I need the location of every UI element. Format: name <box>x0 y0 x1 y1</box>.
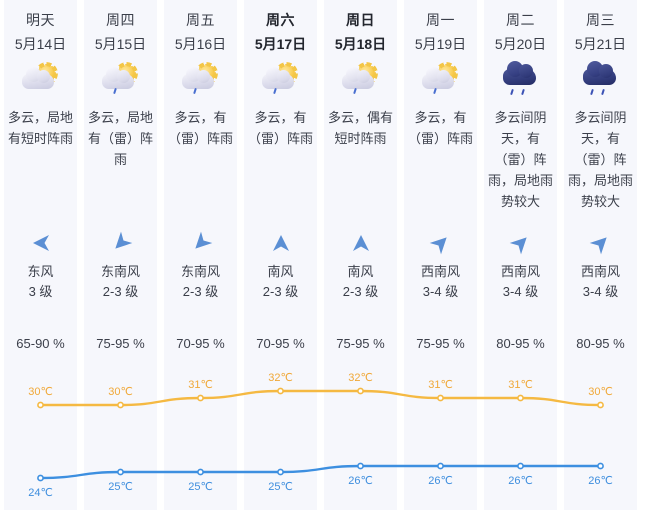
wind-block: 东南风 2-3 级 <box>84 231 157 302</box>
weather-condition: 多云，局地有短时阵雨 <box>7 110 73 146</box>
cloud-shape <box>261 67 294 89</box>
wind-force: 2-3 级 <box>102 284 139 299</box>
wind-direction: 西南风 <box>420 264 460 279</box>
wind-block: 东南风 2-3 级 <box>164 231 237 302</box>
wind-block: 西南风 3-4 级 <box>484 232 557 302</box>
sun-cloud-rain-icon <box>178 64 224 102</box>
day-date: 5月19日 <box>414 36 467 52</box>
wind-block: 东风 3 级 <box>4 232 77 302</box>
day-column[interactable]: 周三 5月21日多云间阴天，有（雷）阵雨，局地雨势较大西南风 3-4 级 80-95 … <box>564 0 637 510</box>
cloud-shape <box>181 67 214 89</box>
sun-cloud-icon <box>18 64 64 102</box>
weather-condition: 多云，有（雷）阵雨 <box>167 110 233 146</box>
day-column[interactable]: 周六 5月17日多云，有（雷）阵雨南风 2-3 级 70-95 % <box>244 0 317 510</box>
sun-cloud-rain-icon <box>98 64 144 102</box>
sun-cloud-rain-icon <box>258 64 304 102</box>
arrow-northeast-icon <box>428 232 454 255</box>
wind-force: 3-4 级 <box>502 284 539 299</box>
humidity-value: 75-95 % <box>336 336 385 351</box>
day-weekday: 周二 <box>506 12 535 28</box>
raindrop-shape <box>589 88 594 96</box>
day-weekday: 周六 <box>266 12 295 28</box>
cloud-shape <box>502 61 536 85</box>
humidity-value: 80-95 % <box>496 336 545 351</box>
arrow-west-icon <box>28 232 54 254</box>
day-weekday: 明天 <box>26 12 55 28</box>
wind-direction: 南风 <box>347 264 374 279</box>
day-column[interactable]: 周二 5月20日多云间阴天，有（雷）阵雨，局地雨势较大西南风 3-4 级 80-95 … <box>484 0 557 510</box>
wind-direction: 东风 <box>27 264 54 279</box>
day-weekday: 周三 <box>586 12 615 28</box>
wind-direction: 东南风 <box>180 264 220 279</box>
wind-direction: 西南风 <box>500 264 540 279</box>
day-date: 5月18日 <box>334 36 387 52</box>
day-date: 5月16日 <box>174 36 227 52</box>
wind-force: 2-3 级 <box>182 284 219 299</box>
day-date: 5月15日 <box>94 36 147 52</box>
weather-condition: 多云，有（雷）阵雨 <box>247 110 313 146</box>
weather-condition: 多云间阴天，有（雷）阵雨，局地雨势较大 <box>487 110 553 209</box>
wind-direction: 西南风 <box>580 264 620 279</box>
wind-force: 3 级 <box>28 284 53 299</box>
weather-condition: 多云间阴天，有（雷）阵雨，局地雨势较大 <box>567 110 633 209</box>
arrow-north-icon <box>268 232 294 254</box>
wind-block: 南风 2-3 级 <box>324 232 397 302</box>
day-weekday: 周四 <box>106 12 135 28</box>
day-weekday: 周日 <box>346 12 375 28</box>
day-date: 5月20日 <box>494 36 547 52</box>
wind-force: 3-4 级 <box>422 284 459 299</box>
cloud-shape <box>421 67 454 89</box>
day-weekday: 周一 <box>426 12 455 28</box>
wind-force: 3-4 级 <box>582 284 619 299</box>
wind-block: 西南风 3-4 级 <box>564 232 637 302</box>
humidity-value: 75-95 % <box>96 336 145 351</box>
raindrop-shape <box>509 88 514 96</box>
wind-force: 2-3 级 <box>262 284 299 299</box>
wind-direction: 东南风 <box>100 264 140 279</box>
arrow-southwest-icon <box>108 231 134 254</box>
arrow-north-icon <box>348 232 374 254</box>
cloud-shape <box>21 67 54 89</box>
humidity-value: 70-95 % <box>176 336 225 351</box>
day-date: 5月21日 <box>574 36 627 52</box>
dark-cloud-rain-icon <box>498 61 544 102</box>
humidity-value: 65-90 % <box>16 336 65 351</box>
weather-condition: 多云，偶有短时阵雨 <box>327 110 393 146</box>
day-column[interactable]: 明天 5月14日多云，局地有短时阵雨东风 3 级 65-90 % <box>4 0 77 510</box>
day-column[interactable]: 周五 5月16日多云，有（雷）阵雨东南风 2-3 级 70-95 % <box>164 0 237 510</box>
wind-block: 西南风 3-4 级 <box>404 232 477 302</box>
arrow-southwest-icon <box>188 231 214 254</box>
weather-condition: 多云，有（雷）阵雨 <box>407 110 473 146</box>
cloud-shape <box>101 67 134 89</box>
weather-condition: 多云，局地有（雷）阵雨 <box>87 110 153 167</box>
day-date: 5月14日 <box>14 36 67 52</box>
arrow-northeast-icon <box>588 232 614 255</box>
raindrop-shape <box>600 88 605 96</box>
dark-cloud-rain-icon <box>578 61 624 102</box>
cloud-shape <box>341 67 374 89</box>
sun-cloud-rain-icon <box>418 64 464 102</box>
day-weekday: 周五 <box>186 12 215 28</box>
humidity-value: 75-95 % <box>416 336 465 351</box>
wind-force: 2-3 级 <box>342 284 379 299</box>
cloud-shape <box>582 61 616 85</box>
arrow-northeast-icon <box>508 232 534 255</box>
wind-block: 南风 2-3 级 <box>244 232 317 302</box>
wind-direction: 南风 <box>267 264 294 279</box>
humidity-value: 80-95 % <box>576 336 625 351</box>
day-date: 5月17日 <box>254 36 307 52</box>
day-column[interactable]: 周日 5月18日多云，偶有短时阵雨南风 2-3 级 75-95 % <box>324 0 397 510</box>
humidity-value: 70-95 % <box>256 336 305 351</box>
day-column[interactable]: 周一 5月19日多云，有（雷）阵雨西南风 3-4 级 75-95 % <box>404 0 477 510</box>
day-column[interactable]: 周四 5月15日多云，局地有（雷）阵雨东南风 2-3 级 75-95 % <box>84 0 157 510</box>
sun-cloud-rain-icon <box>338 64 384 102</box>
raindrop-shape <box>520 88 525 96</box>
